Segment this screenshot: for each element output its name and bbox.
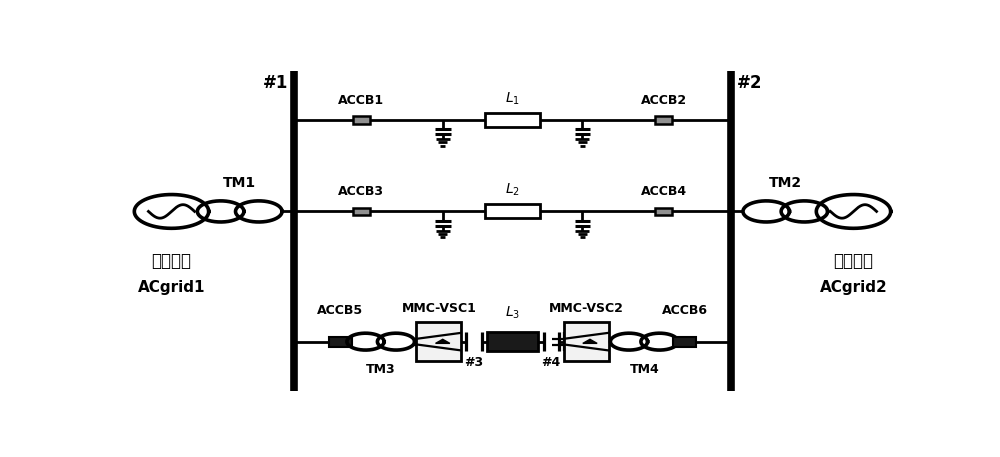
Text: #1: #1 [263, 74, 289, 92]
Text: 大陆电网: 大陆电网 [152, 252, 192, 270]
Bar [673, 337, 696, 346]
Text: TM1: TM1 [223, 176, 256, 190]
Bar [485, 204, 540, 218]
Polygon shape [583, 339, 597, 343]
Bar [329, 337, 352, 346]
Bar [655, 207, 672, 215]
Text: ACCB4: ACCB4 [641, 185, 687, 198]
Circle shape [134, 195, 209, 228]
Bar [487, 332, 538, 351]
Bar [353, 116, 370, 124]
Text: ACCB3: ACCB3 [338, 185, 384, 198]
Text: ACCB5: ACCB5 [317, 304, 364, 317]
Text: $L_3$: $L_3$ [505, 304, 520, 320]
Circle shape [377, 333, 415, 350]
Circle shape [197, 201, 244, 222]
Text: MMC-VSC1: MMC-VSC1 [401, 302, 476, 315]
Text: TM3: TM3 [366, 363, 396, 376]
Text: $L_2$: $L_2$ [505, 182, 520, 198]
Text: TM2: TM2 [769, 176, 802, 190]
Text: MMC-VSC2: MMC-VSC2 [549, 302, 624, 315]
Circle shape [816, 195, 891, 228]
Text: ACgrid2: ACgrid2 [820, 280, 887, 295]
Bar [564, 322, 609, 361]
Bar [655, 116, 672, 124]
Bar [353, 207, 370, 215]
Text: #2: #2 [736, 74, 762, 92]
Text: ACCB1: ACCB1 [338, 94, 384, 106]
Text: $L_1$: $L_1$ [505, 90, 520, 106]
Circle shape [610, 333, 648, 350]
Text: 海岛电网: 海岛电网 [834, 252, 874, 270]
Circle shape [236, 201, 282, 222]
Text: ACgrid1: ACgrid1 [138, 280, 205, 295]
Text: ACCB2: ACCB2 [641, 94, 687, 106]
Circle shape [743, 201, 789, 222]
Bar [485, 113, 540, 127]
Bar [416, 322, 461, 361]
Circle shape [641, 333, 678, 350]
Text: #4: #4 [542, 356, 561, 369]
Circle shape [781, 201, 828, 222]
Text: ACCB6: ACCB6 [662, 304, 708, 317]
Polygon shape [436, 339, 450, 343]
Text: #3: #3 [464, 356, 483, 369]
Text: TM4: TM4 [629, 363, 659, 376]
Circle shape [347, 333, 384, 350]
